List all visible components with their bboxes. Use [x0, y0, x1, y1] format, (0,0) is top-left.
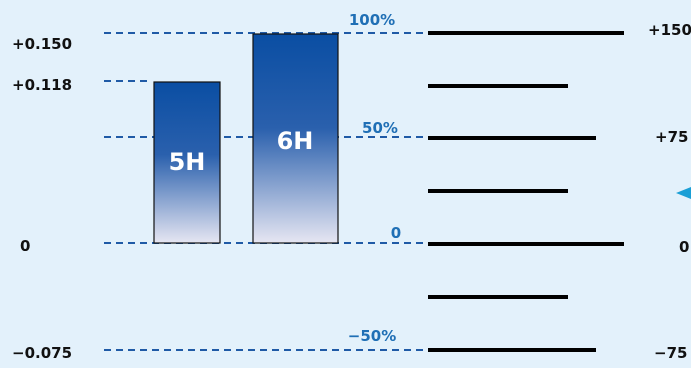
- left-label-zero: 0: [20, 237, 30, 255]
- percent-label-50: 50%: [362, 119, 398, 137]
- left-scale-labels: +0.150 +0.118 0 −0.075: [12, 35, 72, 362]
- pointer-arrow-icon: [676, 187, 691, 199]
- percent-label-100: 100%: [349, 11, 395, 29]
- percent-label-minus-50: −50%: [348, 327, 396, 345]
- right-label-zero: 0: [679, 238, 689, 256]
- right-label-mid: +75: [655, 128, 688, 146]
- bar-5h: [153, 81, 221, 244]
- bar-label-5h: 5H: [169, 148, 206, 176]
- left-label-top: +0.150: [12, 35, 72, 53]
- percent-labels: 100% 50% 0 −50%: [348, 11, 401, 345]
- left-label-bottom: −0.075: [12, 344, 72, 362]
- percent-label-0: 0: [391, 224, 401, 242]
- right-scale-labels: +150 +75 0 −75: [648, 21, 691, 362]
- left-label-upper: +0.118: [12, 76, 72, 94]
- right-scale-lines: [428, 31, 624, 352]
- bar-6h: [252, 33, 339, 244]
- bar-label-6h: 6H: [277, 127, 314, 155]
- right-label-bottom: −75: [654, 344, 687, 362]
- right-label-top: +150: [648, 21, 691, 39]
